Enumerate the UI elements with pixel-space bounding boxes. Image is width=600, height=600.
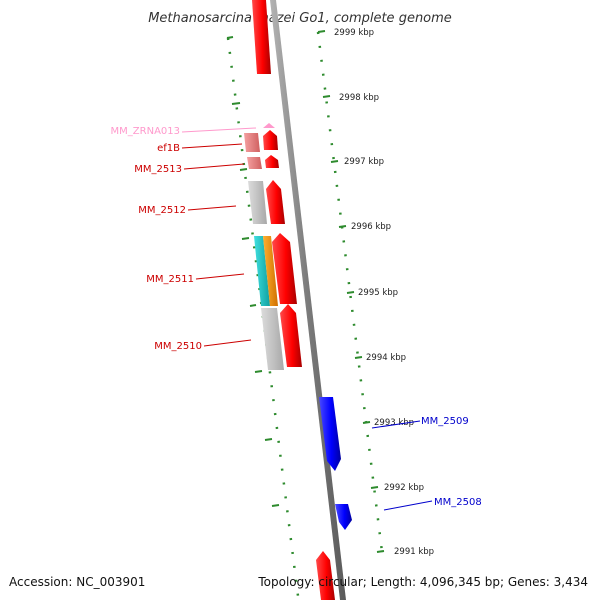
cds-arrow[interactable] — [263, 130, 278, 150]
tick-label: 2991 kbp — [394, 547, 434, 557]
gene-labels: MM_ZRNA013 ef1B MM_2513 MM_2512 MM_2511 … — [111, 126, 482, 508]
grey-feature[interactable] — [261, 308, 284, 370]
major-tick — [322, 95, 331, 98]
tick-label: 2992 kbp — [384, 483, 424, 493]
major-tick — [330, 160, 339, 163]
label-leader — [183, 163, 245, 170]
major-tick — [376, 550, 385, 553]
cds-arrow[interactable] — [272, 233, 297, 304]
label-leader — [383, 500, 433, 511]
major-tick — [231, 102, 241, 105]
major-tick — [249, 304, 257, 307]
map-title: Methanosarcina mazei Go1, complete genom… — [148, 11, 452, 26]
major-tick — [226, 36, 234, 39]
tick-label: 2999 kbp — [334, 28, 374, 38]
major-tick — [317, 30, 326, 33]
tick-label: 2993 kbp — [374, 418, 414, 428]
label-leader — [181, 143, 243, 149]
major-tick — [264, 438, 273, 441]
reverse-cds-arrow[interactable] — [319, 397, 341, 471]
gene-label-mm-zrna013[interactable]: MM_ZRNA013 — [111, 126, 180, 137]
tick-guides — [226, 30, 385, 597]
feature-blocks — [244, 133, 284, 370]
pink-feature[interactable] — [247, 157, 262, 169]
cds-arrow[interactable] — [266, 180, 285, 224]
topology-text: Topology: circular; Length: 4,096,345 bp… — [257, 575, 588, 589]
gene-label-mm-2512[interactable]: MM_2512 — [138, 205, 186, 216]
cds-arrow-bottom[interactable] — [316, 551, 335, 600]
reverse-cds-arrow[interactable] — [335, 504, 352, 530]
tick-labels: 2999 kbp 2998 kbp 2997 kbp 2996 kbp 2995… — [334, 28, 434, 557]
orange-feature[interactable] — [263, 236, 278, 306]
gene-label-mm-2510[interactable]: MM_2510 — [154, 341, 202, 352]
major-tick — [354, 356, 363, 359]
label-leaders — [181, 127, 433, 511]
gene-label-mm-2511[interactable]: MM_2511 — [146, 274, 194, 285]
tick-label: 2994 kbp — [366, 353, 406, 363]
gene-label-mm-2508[interactable]: MM_2508 — [434, 497, 482, 508]
label-leader — [181, 127, 257, 133]
label-leader — [371, 420, 421, 429]
major-tick — [362, 421, 371, 424]
pink-feature[interactable] — [244, 133, 260, 152]
gene-label-mm-2509[interactable]: MM_2509 — [421, 416, 469, 427]
tick-label: 2997 kbp — [344, 157, 384, 167]
gene-label-mm-2513[interactable]: MM_2513 — [134, 164, 182, 175]
accession-text: Accession: NC_003901 — [9, 575, 145, 589]
cds-arrow[interactable] — [280, 304, 302, 367]
major-tick — [241, 237, 250, 240]
major-tick — [254, 370, 263, 373]
cds-arrow-top[interactable] — [252, 0, 271, 74]
cds-arrow[interactable] — [265, 155, 279, 168]
tick-label: 2995 kbp — [358, 288, 398, 298]
gene-label-ef1b[interactable]: ef1B — [157, 143, 180, 154]
label-leader — [187, 205, 237, 211]
tick-label: 2998 kbp — [339, 93, 379, 103]
major-tick — [239, 168, 248, 171]
cds-arrows — [252, 0, 352, 600]
major-tick — [271, 504, 280, 507]
rna-arrow[interactable] — [263, 123, 275, 128]
major-tick — [346, 291, 355, 294]
major-tick — [338, 225, 347, 228]
cyan-feature[interactable] — [254, 236, 270, 306]
major-tick-marks — [226, 30, 385, 553]
tick-label: 2996 kbp — [351, 222, 391, 232]
major-tick — [370, 486, 379, 489]
label-leader — [203, 339, 252, 347]
label-leader — [195, 273, 245, 280]
grey-feature[interactable] — [248, 181, 267, 224]
